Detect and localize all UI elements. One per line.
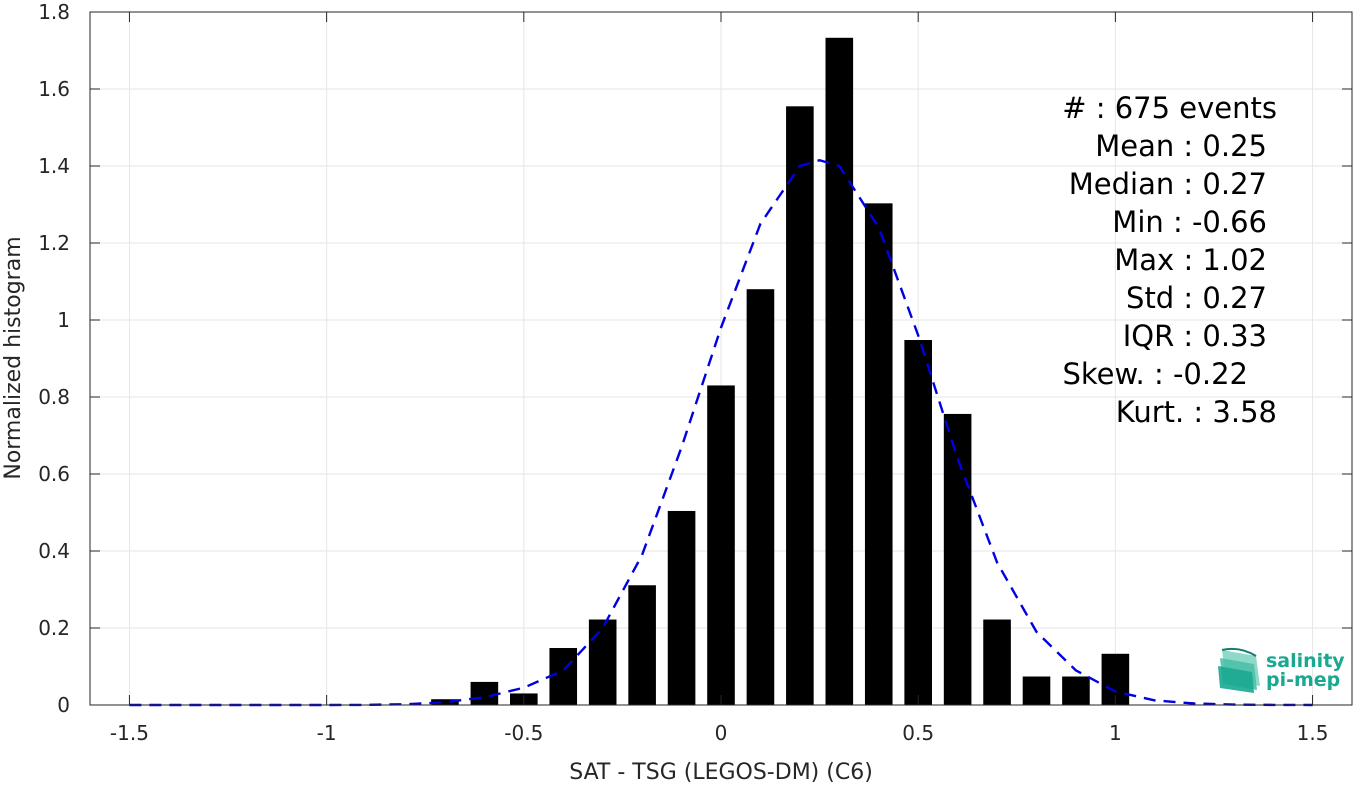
bars: [431, 37, 1130, 706]
x-tick-label: 1: [1109, 721, 1122, 745]
histogram-bar: [864, 203, 893, 705]
x-tick-label: -1.5: [110, 721, 149, 745]
logo-line1: salinity: [1266, 650, 1345, 672]
stats-iqr: IQR : 0.33: [1123, 319, 1267, 353]
x-tick-label: 1.5: [1297, 721, 1329, 745]
x-tick-label: 0: [715, 721, 728, 745]
stats-box: # : 675 events Mean : 0.25 Median : 0.27…: [1062, 91, 1277, 429]
histogram-bar: [904, 340, 932, 705]
histogram-bar: [786, 106, 814, 705]
x-tick-labels: -1.5 -1 -0.5 0 0.5 1 1.5: [110, 721, 1329, 745]
y-tick-label: 1.4: [38, 154, 70, 178]
salinity-pimep-logo: salinity pi-mep: [1218, 647, 1345, 693]
histogram-bar: [1062, 676, 1090, 705]
histogram-bar: [943, 413, 972, 705]
histogram-bar: [707, 385, 735, 705]
stats-skew: Skew. : -0.22: [1062, 357, 1248, 391]
y-tick-label: 1.8: [38, 0, 70, 24]
stats-kurt: Kurt. : 3.58: [1116, 395, 1277, 429]
stats-count: # : 675 events: [1062, 91, 1277, 125]
y-axis-label: Normalized histogram: [1, 236, 26, 479]
y-tick-label: 0.2: [38, 616, 70, 640]
y-tick-label: 0.6: [38, 462, 70, 486]
stats-median: Median : 0.27: [1069, 167, 1267, 201]
histogram-bar: [549, 648, 578, 705]
y-tick-label: 1.2: [38, 231, 70, 255]
histogram-bar: [667, 510, 696, 705]
stats-min: Min : -0.66: [1112, 205, 1267, 239]
stats-max: Max : 1.02: [1114, 243, 1267, 277]
wave-layers-icon: [1218, 647, 1260, 693]
y-tick-label: 0: [57, 693, 70, 717]
y-tick-label: 1.6: [38, 77, 70, 101]
stats-mean: Mean : 0.25: [1095, 129, 1267, 163]
x-axis-label: SAT - TSG (LEGOS-DM) (C6): [569, 760, 873, 785]
x-tick-label: -1: [317, 721, 337, 745]
logo-line2: pi-mep: [1266, 669, 1340, 691]
histogram-bar: [1022, 676, 1051, 705]
histogram-bar: [628, 585, 656, 705]
y-tick-label: 1: [57, 308, 70, 332]
x-tick-label: 0.5: [902, 721, 934, 745]
histogram-bar: [983, 619, 1011, 705]
histogram-bar: [470, 681, 499, 705]
histogram-bar: [746, 289, 775, 705]
histogram-bar: [431, 699, 459, 705]
histogram-bar: [825, 37, 854, 706]
y-tick-label: 0.8: [38, 385, 70, 409]
stats-std: Std : 0.27: [1126, 281, 1267, 315]
y-tick-label: 0.4: [38, 539, 70, 563]
axis-ticks: [90, 11, 1352, 706]
histogram-bar: [588, 619, 617, 705]
x-tick-label: -0.5: [504, 721, 543, 745]
y-tick-labels: 0 0.2 0.4 0.6 0.8 1 1.2 1.4 1.6 1.8: [38, 0, 70, 717]
